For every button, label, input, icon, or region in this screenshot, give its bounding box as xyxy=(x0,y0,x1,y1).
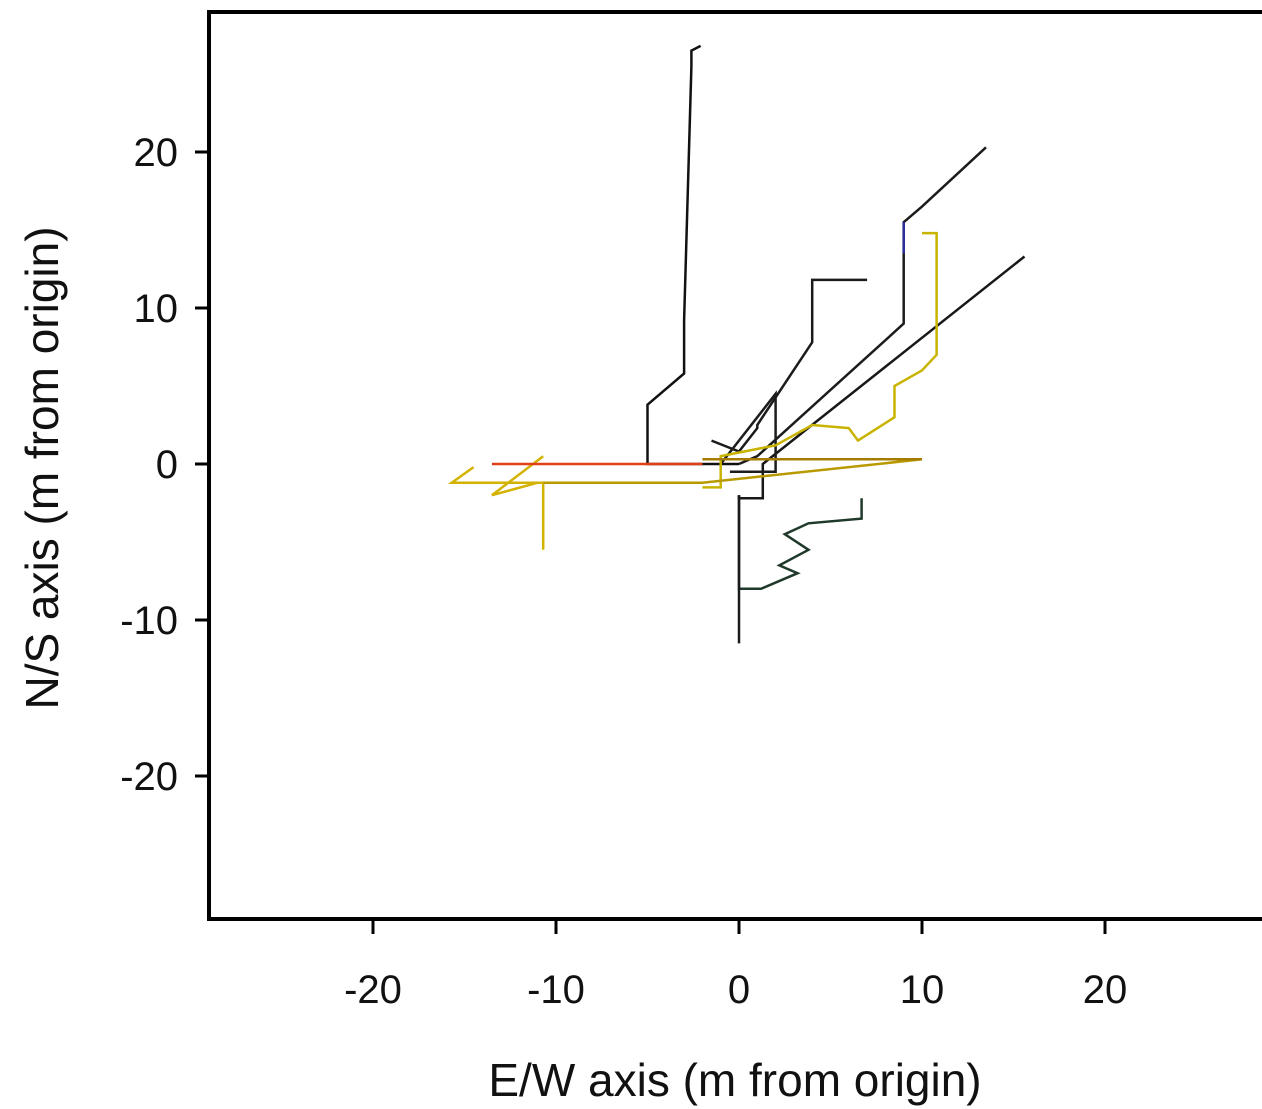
trajectory-line xyxy=(543,458,923,484)
trajectory-line xyxy=(646,44,739,466)
y-ticks: 20 10 0 -10 -20 xyxy=(120,131,209,799)
x-tick-label: 0 xyxy=(728,968,750,1012)
trajectory-line xyxy=(737,255,1026,500)
trajectory-line xyxy=(719,390,777,474)
y-tick-label: 10 xyxy=(134,287,179,331)
x-ticks: -20 -10 0 10 20 xyxy=(344,920,1127,1012)
y-tick-label: -10 xyxy=(120,599,178,643)
x-axis-title: E/W axis (m from origin) xyxy=(488,1054,981,1106)
trajectory-line xyxy=(737,495,863,591)
x-tick-label: -10 xyxy=(527,968,585,1012)
y-tick-label: 20 xyxy=(134,131,179,175)
x-tick-label: 10 xyxy=(900,968,945,1012)
trajectory-line xyxy=(738,146,987,466)
trajectory-line xyxy=(702,231,938,489)
x-tick-label: 20 xyxy=(1083,968,1128,1012)
trajectory-line xyxy=(447,455,545,550)
x-tick-label: -20 xyxy=(344,968,402,1012)
trajectory-tracks xyxy=(447,44,1026,644)
y-tick-label: 0 xyxy=(156,443,178,487)
y-tick-label: -20 xyxy=(120,755,178,799)
y-axis-title: N/S axis (m from origin) xyxy=(16,226,68,709)
axes xyxy=(207,10,1262,921)
